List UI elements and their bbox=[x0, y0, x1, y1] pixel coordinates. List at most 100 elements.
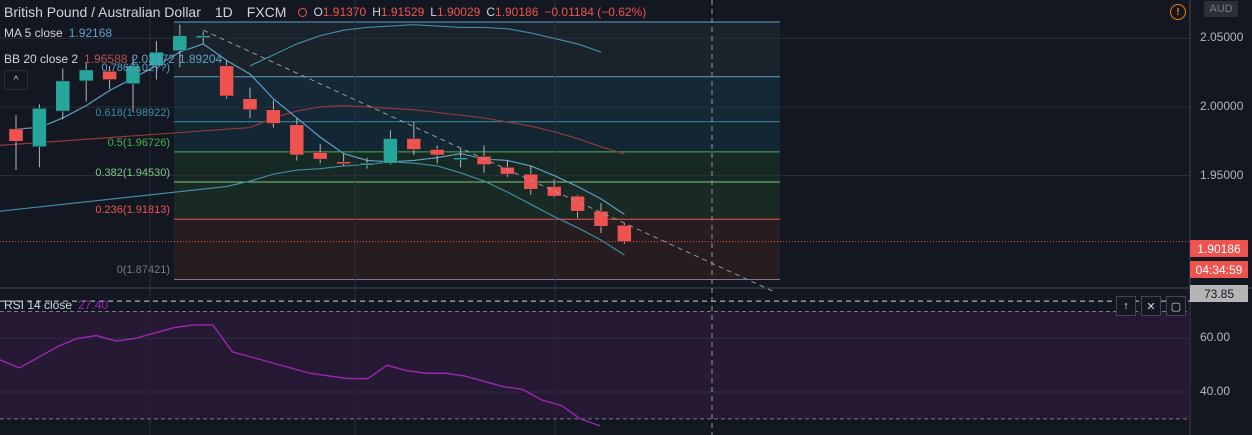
candle bbox=[593, 202, 609, 234]
candle bbox=[242, 87, 258, 118]
candle bbox=[500, 160, 515, 177]
candle bbox=[172, 24, 188, 68]
candle-body bbox=[102, 71, 117, 80]
bb-basis-value: 1.96588 bbox=[84, 52, 128, 66]
fib-zone bbox=[174, 181, 780, 220]
countdown-tag: 04:34:59 bbox=[1190, 261, 1248, 278]
fib-level-label: 0(1.87421) bbox=[116, 264, 170, 277]
move-pane-up-button[interactable]: ↑ bbox=[1116, 296, 1136, 316]
symbol-name[interactable]: British Pound / Australian Dollar bbox=[4, 4, 201, 20]
candle-body bbox=[219, 65, 234, 97]
candle-body bbox=[78, 69, 94, 82]
candle-body bbox=[617, 225, 632, 242]
rsi-band bbox=[0, 311, 1190, 419]
symbol-header[interactable]: British Pound / Australian Dollar 1D FXC… bbox=[4, 2, 652, 22]
candle bbox=[312, 144, 328, 164]
market-status-icon bbox=[298, 7, 308, 17]
change-value: −0.01184 (−0.62%) bbox=[544, 5, 647, 19]
candle-body bbox=[312, 151, 328, 160]
candle-body bbox=[195, 35, 211, 38]
candle bbox=[195, 31, 211, 44]
candle bbox=[78, 63, 94, 102]
close-pane-button[interactable]: ✕ bbox=[1141, 296, 1161, 316]
bb-lower-line bbox=[0, 185, 227, 212]
fib-zone bbox=[174, 219, 780, 280]
price-axis-label: 2.00000 bbox=[1200, 98, 1244, 113]
candle bbox=[617, 223, 632, 244]
candle-body bbox=[406, 138, 422, 150]
candle bbox=[383, 130, 398, 165]
ma5-line bbox=[15, 43, 625, 215]
rsi-name: RSI 14 close bbox=[4, 298, 73, 312]
candle-body bbox=[383, 138, 398, 164]
rsi-line bbox=[0, 324, 601, 427]
rsi-legend[interactable]: RSI 14 close 27.40 bbox=[4, 298, 108, 312]
exchange: FXCM bbox=[246, 4, 287, 20]
moving-average bbox=[15, 43, 625, 215]
candle bbox=[55, 68, 71, 120]
candle bbox=[102, 65, 117, 90]
open-label: O bbox=[313, 5, 323, 19]
fib-zone bbox=[174, 21, 780, 77]
candle bbox=[359, 157, 375, 169]
rsi-value: 27.40 bbox=[78, 298, 109, 312]
bollinger-bands bbox=[0, 24, 625, 256]
candle-body bbox=[149, 51, 164, 67]
low-label: L bbox=[430, 5, 437, 19]
bb-basis-line bbox=[249, 104, 625, 155]
rsi-pane bbox=[0, 300, 1190, 427]
candle-body bbox=[172, 35, 188, 51]
rsi-crosshair-tag: 73.85 bbox=[1190, 285, 1248, 302]
overlays bbox=[0, 0, 1190, 435]
price-axis-label: 2.05000 bbox=[1200, 30, 1244, 45]
high-value: 1.91529 bbox=[380, 5, 425, 19]
candle bbox=[453, 148, 468, 168]
candle-body bbox=[55, 80, 71, 112]
fib-level-label: 0.5(1.96726) bbox=[107, 136, 170, 149]
open-value: 1.91370 bbox=[322, 5, 367, 19]
ma-name: MA 5 close bbox=[4, 26, 63, 40]
fib-level-label: 0.382(1.94530) bbox=[95, 166, 170, 179]
candle-body bbox=[336, 161, 351, 165]
candle-body bbox=[8, 128, 24, 142]
ma-value: 1.92168 bbox=[68, 26, 113, 40]
close-value: 1.90186 bbox=[495, 5, 539, 19]
bb-upper-value: 2.03972 bbox=[131, 52, 175, 66]
candle-body bbox=[546, 186, 562, 197]
candle-body bbox=[125, 65, 141, 84]
candle bbox=[149, 41, 164, 80]
ma-legend[interactable]: MA 5 close 1.92168 bbox=[4, 26, 112, 40]
candle-body bbox=[476, 156, 492, 165]
bb-upper-line bbox=[249, 24, 602, 67]
candle bbox=[406, 122, 422, 155]
candle-body bbox=[242, 98, 258, 110]
collapse-legend-button[interactable]: ^ bbox=[4, 70, 28, 90]
candle-body bbox=[500, 167, 515, 175]
candle bbox=[219, 60, 234, 99]
price-axis-label: 1.95000 bbox=[1200, 167, 1244, 182]
candle bbox=[32, 104, 47, 168]
candle bbox=[266, 100, 281, 128]
price-axis-label: 40.00 bbox=[1200, 384, 1231, 399]
currency-badge[interactable]: AUD bbox=[1204, 1, 1238, 17]
candle-body bbox=[359, 162, 375, 166]
close-label: C bbox=[486, 5, 495, 19]
alert-icon[interactable]: ! bbox=[1170, 4, 1186, 20]
interval[interactable]: 1D bbox=[214, 4, 233, 20]
candle bbox=[546, 179, 562, 198]
fib-zone bbox=[174, 121, 780, 152]
bb-legend[interactable]: BB 20 close 2 1.96588 2.03972 1.89204 bbox=[4, 52, 222, 66]
high-label: H bbox=[372, 5, 381, 19]
candle-body bbox=[429, 149, 445, 156]
candle bbox=[8, 115, 24, 171]
candle-body bbox=[289, 124, 305, 156]
bb-lower-line bbox=[226, 161, 625, 256]
bb-name: BB 20 close 2 bbox=[4, 52, 79, 66]
candlesticks bbox=[8, 24, 632, 244]
fib-level-label: 0.786(2.02??) bbox=[101, 61, 171, 74]
candle bbox=[289, 117, 305, 161]
candle-body bbox=[523, 173, 539, 190]
maximize-pane-button[interactable]: ▢ bbox=[1166, 296, 1186, 316]
candle bbox=[429, 145, 445, 164]
